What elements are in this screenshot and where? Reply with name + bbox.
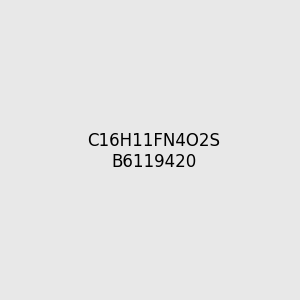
Text: C16H11FN4O2S
B6119420: C16H11FN4O2S B6119420 [87,132,220,171]
